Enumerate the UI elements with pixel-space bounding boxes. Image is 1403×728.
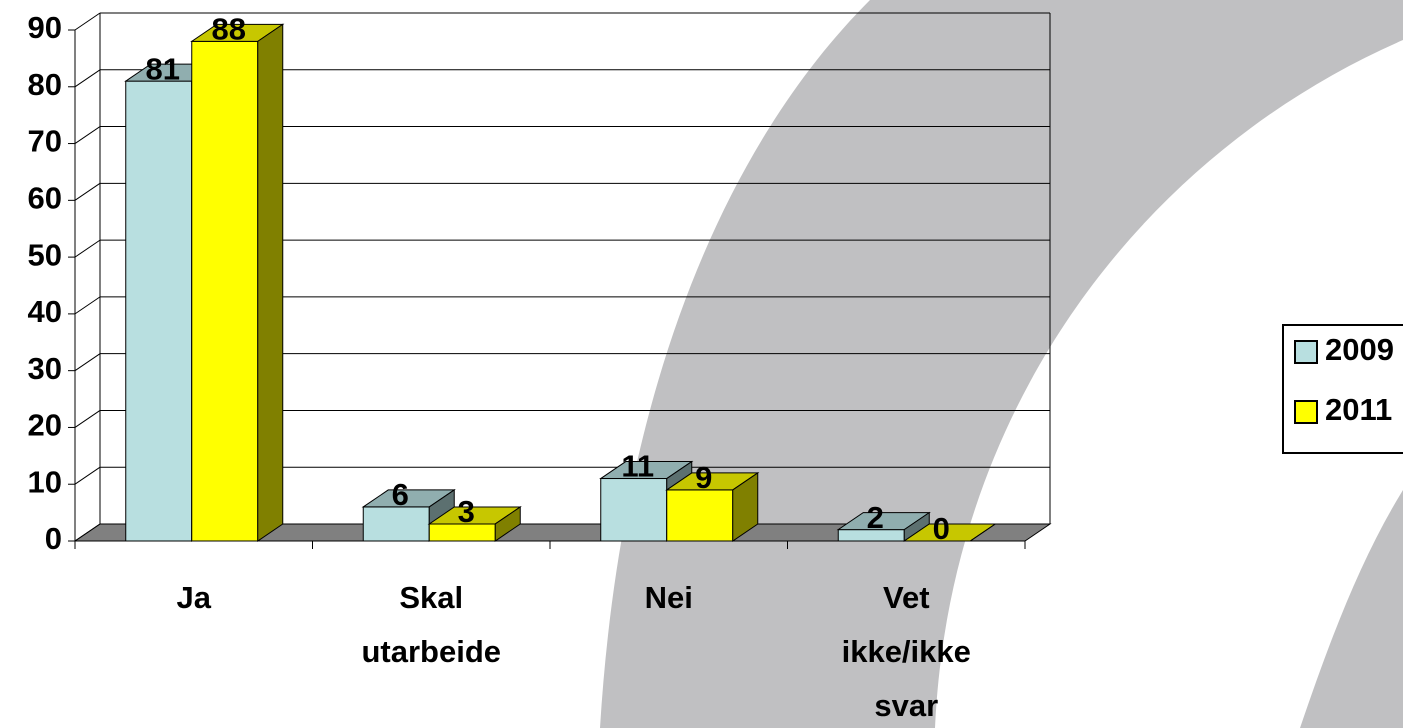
grid-line [74, 353, 101, 372]
bar-front [600, 478, 668, 542]
y-tick-label: 10 [28, 464, 62, 499]
grid-line [74, 182, 101, 201]
grid-line [74, 410, 101, 428]
y-tick-label: 20 [28, 408, 62, 443]
bar-front [191, 40, 259, 542]
y-tick-label: 40 [28, 294, 62, 329]
bar-side [969, 523, 996, 542]
grid-line [74, 466, 101, 485]
x-tick-label: Skal utarbeide [361, 580, 502, 669]
grid-line [74, 523, 101, 542]
y-tick-label: 60 [28, 181, 62, 216]
background-shape [1300, 490, 1403, 728]
y-tick-label: 80 [28, 67, 62, 102]
bar-side [257, 23, 284, 542]
y-tick-label: 0 [45, 521, 62, 556]
value-label: 2 [867, 500, 884, 535]
value-label: 9 [695, 460, 712, 495]
legend-swatch [1294, 400, 1318, 424]
value-label: 81 [146, 51, 180, 86]
y-tick-label: 30 [28, 351, 62, 386]
value-label: 0 [933, 511, 950, 546]
bar-front [362, 506, 430, 542]
value-label: 6 [392, 477, 409, 512]
grid-line [74, 126, 101, 144]
value-label: 11 [621, 449, 654, 484]
legend-label: 2011 [1325, 392, 1392, 427]
bar-front [666, 489, 734, 542]
y-tick-label: 90 [28, 10, 62, 45]
legend-label: 2009 [1325, 332, 1394, 367]
value-label: 88 [212, 12, 246, 47]
value-label: 3 [458, 494, 475, 529]
grid-line [74, 12, 101, 31]
grid-line [74, 239, 101, 258]
background-shape [600, 0, 1403, 728]
bar-side [732, 471, 759, 542]
x-tick-label: Vet ikke/ikke svar [841, 580, 971, 723]
bar-front [125, 80, 193, 542]
legend-swatch [1294, 340, 1318, 364]
x-tick-label: Nei [644, 580, 693, 615]
y-tick-label: 70 [28, 124, 62, 159]
y-tick-label: 50 [28, 237, 62, 272]
grid-line [74, 296, 101, 315]
x-tick-label: Ja [176, 580, 211, 615]
grid-line [74, 69, 101, 88]
bar-side [494, 506, 521, 542]
